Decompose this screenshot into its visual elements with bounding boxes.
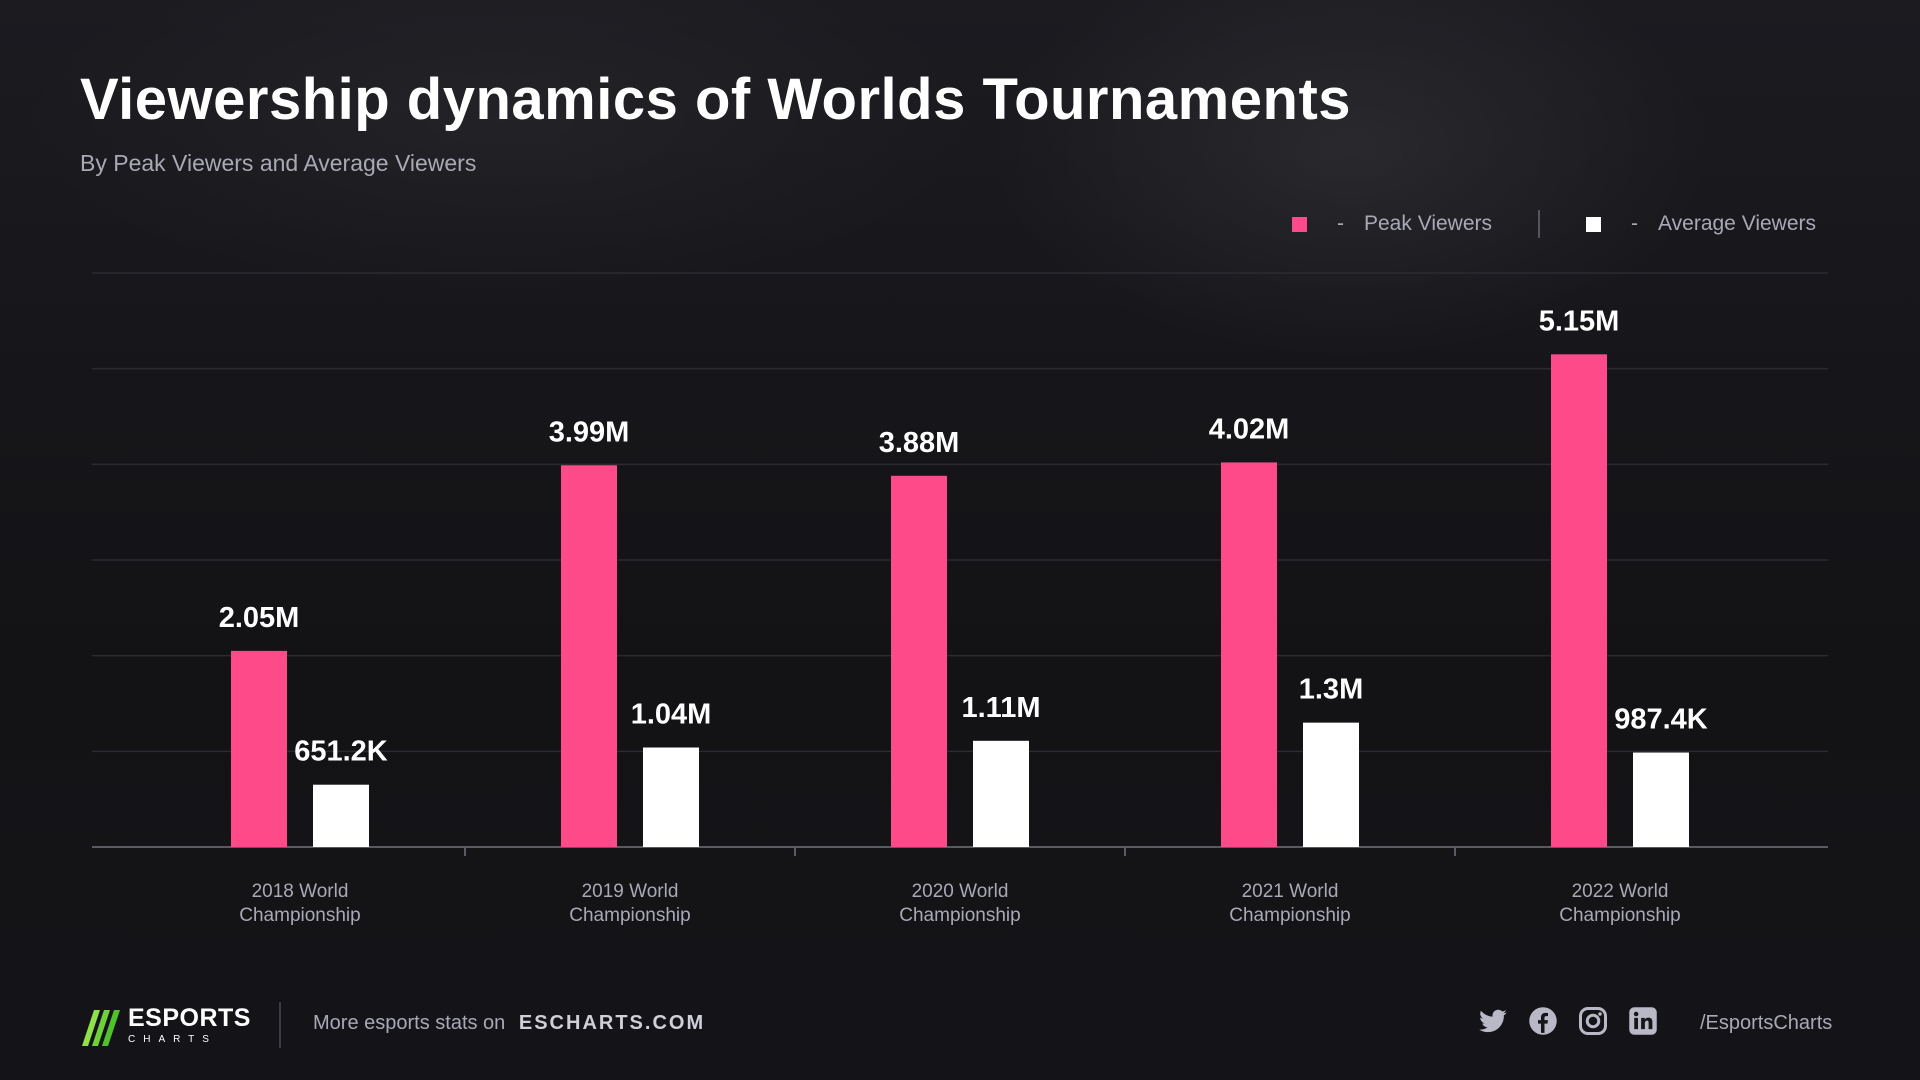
esports-charts-logo[interactable]: ESPORTS CHARTS [78, 1000, 253, 1050]
legend-swatch-peak [1292, 216, 1307, 232]
legend-item-peak: - Peak Viewers [1292, 212, 1492, 236]
page-title: Viewership dynamics of Worlds Tournament… [80, 67, 1352, 132]
site-link[interactable]: ESCHARTS.COM [518, 1012, 706, 1034]
data-label-peak: 4.02M [1209, 413, 1290, 445]
logo-sub-text: CHARTS [128, 1033, 217, 1045]
x-tick-label: Championship [899, 905, 1020, 926]
legend-dash: - [1337, 212, 1344, 235]
legend-label-peak: Peak Viewers [1364, 212, 1493, 235]
legend-dash: - [1631, 212, 1639, 235]
data-label-average: 651.2K [294, 736, 388, 768]
twitter-icon[interactable] [1478, 1006, 1508, 1036]
more-stats-text: More esports stats on [313, 1012, 506, 1034]
bar-peak-viewers [1221, 462, 1277, 847]
x-tick-label: Championship [1229, 905, 1350, 926]
data-label-peak: 3.99M [549, 416, 630, 448]
data-label-peak: 5.15M [1539, 305, 1620, 337]
instagram-icon[interactable] [1578, 1006, 1608, 1036]
x-tick-label: 2020 World [912, 881, 1009, 902]
legend-divider [1538, 210, 1541, 238]
data-label-peak: 3.88M [879, 427, 960, 459]
x-tick-label: Championship [1559, 905, 1680, 926]
page-subtitle: By Peak Viewers and Average Viewers [80, 150, 477, 176]
bar-peak-viewers [891, 475, 947, 847]
bar-peak-viewers [561, 465, 617, 847]
social-handle[interactable]: /EsportsCharts [1700, 1012, 1833, 1034]
x-tick-label: 2018 World [252, 881, 349, 902]
logo-mark-icon [82, 1010, 120, 1046]
data-label-average: 1.04M [631, 699, 712, 731]
chart-legend: - Peak Viewers - Average Viewers [1292, 210, 1816, 238]
linkedin-icon[interactable] [1628, 1006, 1658, 1036]
bar-average-viewers [1303, 722, 1359, 847]
x-tick-label: Championship [569, 905, 690, 926]
data-label-average: 1.3M [1299, 674, 1363, 706]
bar-average-viewers [643, 747, 699, 847]
footer-more-stats: More esports stats on ESCHARTS.COM [313, 1012, 705, 1035]
legend-label-average: Average Viewers [1658, 212, 1816, 235]
logo-main-text: ESPORTS [128, 1003, 251, 1032]
data-label-peak: 2.05M [219, 602, 300, 634]
bar-average-viewers [1633, 752, 1689, 847]
x-tick-label: 2022 World [1572, 881, 1669, 902]
bar-average-viewers [973, 740, 1029, 847]
data-label-average: 1.11M [962, 692, 1041, 724]
x-tick-label: 2021 World [1242, 881, 1339, 902]
bar-peak-viewers [231, 650, 287, 847]
data-label-average: 987.4K [1614, 704, 1708, 736]
legend-swatch-average [1586, 216, 1602, 232]
x-tick-label: Championship [239, 905, 360, 926]
footer-divider [279, 1002, 281, 1048]
x-tick-label: 2019 World [582, 881, 679, 902]
social-links [1478, 1006, 1678, 1036]
facebook-icon[interactable] [1528, 1006, 1558, 1036]
legend-item-average: - Average Viewers [1586, 212, 1816, 236]
bar-peak-viewers [1551, 354, 1607, 847]
bar-average-viewers [313, 784, 369, 847]
